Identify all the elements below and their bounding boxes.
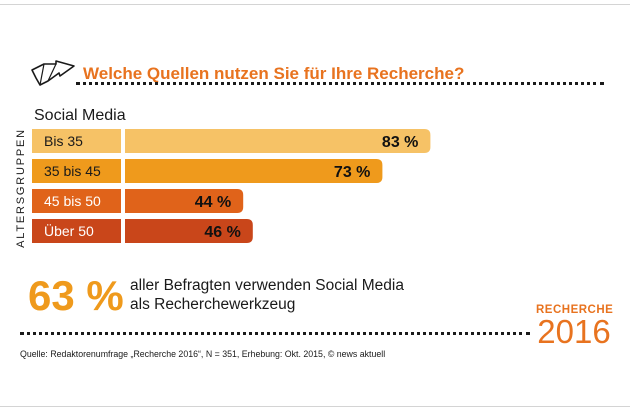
bottom-border: [0, 406, 630, 407]
data-label: 73 %: [334, 164, 370, 181]
bar-4: [32, 219, 253, 243]
data-label: 46 %: [204, 224, 240, 241]
category-tick-label: Über 50: [44, 222, 94, 239]
category-tick-label: 35 bis 45: [44, 163, 101, 179]
category-label: Social Media: [34, 107, 126, 124]
footnote-line-2: als Recherchewerkzeug: [130, 296, 296, 313]
header-dotted-rule: [76, 82, 604, 85]
chart-title: Welche Quellen nutzen Sie für Ihre Reche…: [83, 64, 465, 83]
bar-separator: [121, 218, 125, 244]
top-border: [0, 4, 630, 5]
footer-dotted-rule: [20, 332, 530, 335]
category-tick-label: 45 bis 50: [44, 193, 101, 209]
source-note: Quelle: Redaktorenumfrage „Recherche 201…: [20, 349, 386, 359]
data-label: 44 %: [195, 194, 231, 211]
logo-year: 2016: [537, 313, 611, 350]
logo-word: RECHERCHE: [536, 304, 614, 316]
footnote-text: aller Befragten verwenden Social Media a…: [130, 276, 404, 314]
data-label: 83 %: [382, 134, 418, 151]
recherche-logo: RECHERCHE 2016: [536, 304, 614, 350]
bar-1: [32, 129, 431, 153]
bar-separator: [121, 158, 125, 184]
bar-separator: [121, 128, 125, 154]
cursor-arrow-icon: [31, 60, 75, 86]
category-tick-label: Bis 35: [44, 133, 83, 149]
bar-3: [32, 189, 244, 213]
bar-2: [32, 159, 383, 183]
bar-separator: [121, 188, 125, 214]
footnote-value: 63 %: [28, 272, 124, 319]
footnote-line-1: aller Befragten verwenden Social Media: [130, 277, 404, 294]
